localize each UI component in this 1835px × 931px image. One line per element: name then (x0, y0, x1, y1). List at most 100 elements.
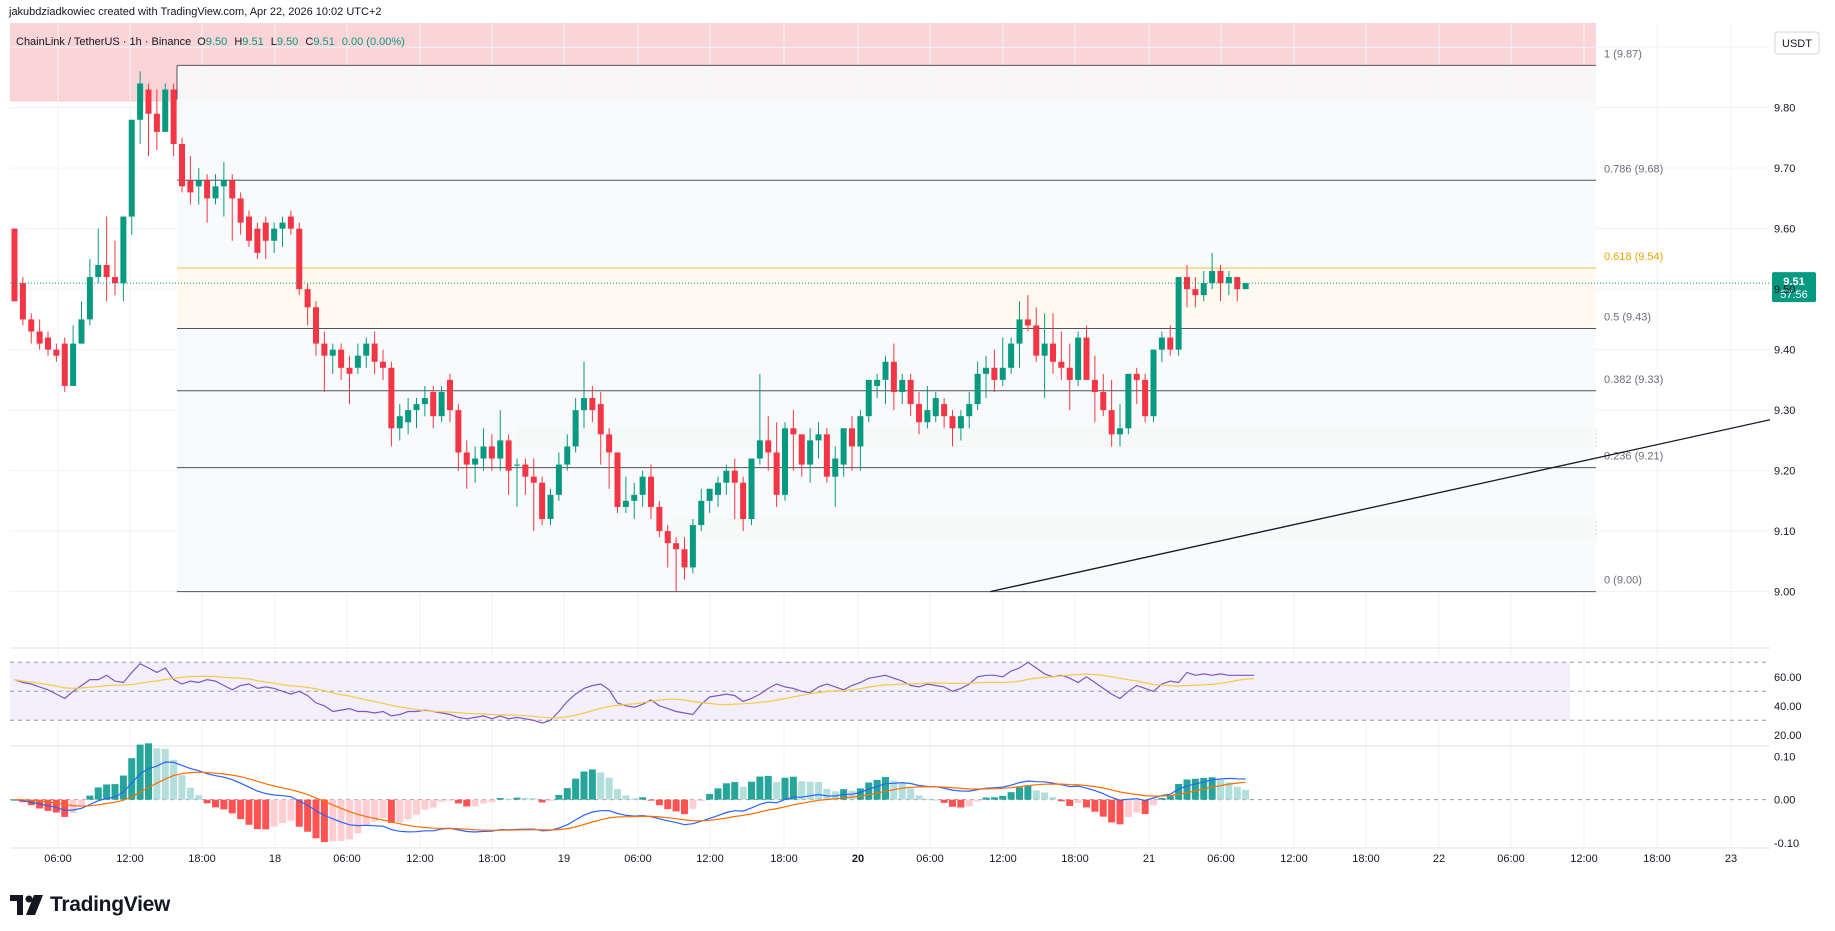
macd-histogram-bar (178, 775, 186, 800)
candle-body (514, 464, 520, 466)
macd-histogram-bar (999, 795, 1007, 800)
candle-body (907, 379, 914, 405)
last-price-value: 9.51 (1783, 276, 1804, 288)
candle-body (1108, 410, 1115, 435)
macd-histogram-bar (103, 784, 111, 800)
countdown-timer: 57:56 (1780, 289, 1808, 301)
candle-body (162, 89, 169, 132)
candle-body (539, 482, 546, 520)
candle-body (455, 410, 462, 453)
macd-histogram-bar (371, 799, 379, 822)
fib-band (177, 65, 1596, 181)
price-tick-label: 9.10 (1774, 526, 1795, 538)
macd-histogram-bar (1032, 790, 1040, 800)
macd-histogram-bar (253, 799, 261, 830)
macd-histogram-bar (555, 794, 563, 800)
candle-body (748, 458, 755, 520)
time-tick-label: 23 (1725, 853, 1737, 865)
candle-body (170, 89, 177, 144)
candle-body (723, 470, 730, 483)
currency-button[interactable] (1774, 31, 1820, 55)
candle-body (137, 83, 144, 120)
candle-body (530, 476, 537, 483)
macd-histogram-bar (86, 795, 94, 800)
macd-histogram-bar (513, 797, 521, 800)
macd-histogram-bar (69, 799, 77, 813)
candle-body (807, 440, 814, 465)
candle-body (581, 398, 587, 411)
candle-body (329, 349, 336, 356)
fib-level-label: 1 (9.87) (1604, 48, 1642, 60)
rsi-tick-label: 40.00 (1774, 701, 1802, 713)
candle-body (924, 410, 931, 423)
macd-histogram-bar (153, 748, 161, 800)
macd-pane: 0.10 0.00 -0.10 (10, 743, 1799, 850)
price-tick-label: 9.80 (1774, 103, 1795, 115)
macd-histogram-bar (898, 782, 906, 800)
macd-histogram-bar (789, 776, 797, 800)
macd-histogram-bar (304, 799, 312, 832)
macd-histogram-bar (195, 795, 203, 800)
candle-body (262, 222, 269, 241)
candle-body (823, 434, 830, 477)
price-tick-label: 9.40 (1774, 345, 1795, 357)
macd-histogram-bar (1208, 777, 1216, 800)
macd-histogram-bar (848, 790, 856, 800)
macd-histogram-bar (689, 799, 697, 809)
candle-body (1016, 319, 1023, 344)
price-tick-label: 9.50 (1774, 284, 1795, 296)
fibonacci-retracement[interactable]: 1 (9.87) 0.786 (9.68) 0.618 (9.54) 0.5 (9.4… (176, 48, 1663, 593)
macd-histogram-bar (1166, 795, 1174, 800)
candle-body (103, 264, 110, 278)
candle-body (999, 367, 1006, 380)
candle-body (296, 228, 303, 290)
macd-histogram-bar (622, 795, 630, 800)
macd-histogram-bar (856, 788, 864, 800)
candle-body (95, 264, 102, 278)
macd-histogram-bar (220, 799, 228, 810)
macd-histogram-bar (61, 799, 69, 817)
macd-tick-label: -0.10 (1774, 838, 1799, 850)
candle-body (798, 434, 805, 465)
tradingview-logo[interactable]: TradingView (10, 892, 170, 918)
macd-histogram-bar (379, 799, 387, 819)
time-tick-label: 21 (1143, 853, 1155, 865)
macd-histogram-bar (1150, 799, 1157, 806)
candle-body (28, 319, 35, 332)
candle-body (1075, 337, 1082, 380)
macd-histogram-bar (538, 799, 546, 803)
candle-body (1083, 337, 1090, 380)
rsi-pane: 60.00 40.00 20.00 (10, 661, 1802, 742)
macd-histogram-bar (655, 799, 663, 806)
price-tick-label: 9.70 (1774, 163, 1795, 175)
candle-body (522, 464, 529, 477)
candle-body (128, 119, 135, 217)
macd-histogram-bar (186, 787, 194, 800)
candle-body (664, 531, 671, 544)
macd-histogram-bar (471, 799, 479, 807)
macd-histogram-bar (94, 787, 102, 800)
macd-histogram-bar (128, 758, 136, 800)
candle-body (321, 343, 328, 356)
candle-body (991, 367, 998, 380)
macd-histogram-bar (823, 788, 831, 800)
candle-body (564, 446, 571, 465)
candle-body (271, 228, 278, 241)
macd-histogram-bar (915, 795, 923, 800)
macd-histogram-bar (421, 799, 429, 810)
candle-body (405, 410, 412, 423)
macd-histogram-bar (764, 775, 772, 800)
candle-body (1217, 271, 1224, 284)
macd-histogram-bar (454, 799, 462, 804)
candle-body (472, 458, 479, 465)
candle-body (36, 331, 43, 344)
time-axis[interactable]: 06:00 12:00 18:00 18 06:00 12:00 18:00 19 06:00 1… (44, 853, 1737, 865)
price-axis[interactable]: 9.909.809.709.609.509.409.309.209.109.00 (1774, 42, 1795, 598)
candle-body (388, 367, 395, 429)
trendline-layer[interactable] (990, 393, 1835, 593)
candle-body (237, 198, 244, 223)
candle-body (1100, 391, 1107, 411)
fib-level-label: 0.618 (9.54) (1604, 251, 1663, 263)
